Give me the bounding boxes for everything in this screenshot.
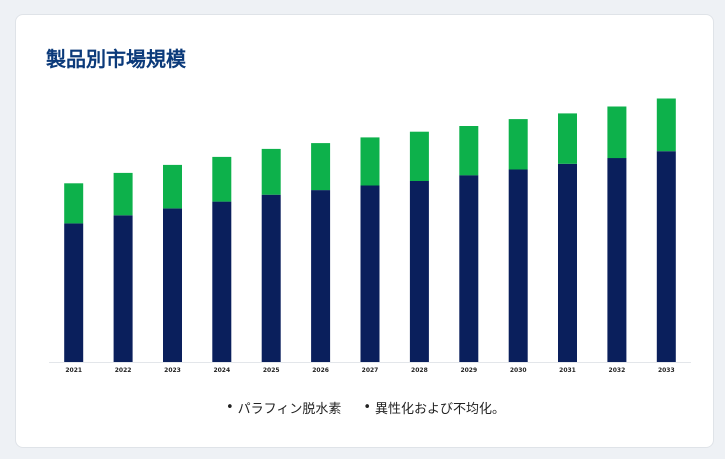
- bar-chart: 2021 2022 2023 2024 2025 2026 2027 2028 2029 2030…: [49, 98, 691, 374]
- x-tick-label-2025: 2025: [263, 367, 280, 374]
- bar-2027-series-0[interactable]: [360, 185, 380, 363]
- bar-2025-series-1[interactable]: [261, 148, 281, 195]
- legend-bullet-icon: •: [363, 400, 372, 415]
- bar-2027-series-1[interactable]: [360, 137, 380, 186]
- bar-2023-series-0[interactable]: [163, 208, 182, 363]
- bar-2032-series-0[interactable]: [607, 158, 627, 362]
- bar-2021-series-1[interactable]: [64, 183, 84, 224]
- x-tick-label-2029: 2029: [460, 367, 477, 374]
- bar-2031-series-1[interactable]: [558, 113, 577, 164]
- x-tick-label-2032: 2032: [609, 367, 626, 374]
- bar-2030-series-1[interactable]: [508, 119, 528, 170]
- x-tick-label-2027: 2027: [362, 367, 379, 374]
- bar-2033-series-0[interactable]: [656, 151, 676, 362]
- bar-2029-series-1[interactable]: [459, 126, 479, 176]
- bar-2026-series-1[interactable]: [311, 143, 331, 191]
- bar-2022-series-1[interactable]: [113, 172, 133, 216]
- bar-2022-series-0[interactable]: [113, 215, 133, 362]
- legend-label-isomerization: 異性化および不均化。: [375, 402, 506, 417]
- legend-item-paraffin[interactable]: • パラフィン脱水素: [226, 398, 341, 417]
- legend-item-isomerization[interactable]: • 異性化および不均化。: [363, 398, 505, 417]
- bar-2024-series-0[interactable]: [212, 201, 232, 362]
- chart-title: 製品別市場規模: [46, 47, 186, 71]
- x-tick-label-2031: 2031: [559, 367, 576, 374]
- x-tick-label-2033: 2033: [658, 367, 675, 374]
- bar-2024-series-1[interactable]: [212, 156, 232, 202]
- x-tick-label-2024: 2024: [213, 367, 230, 374]
- x-tick-label-2023: 2023: [164, 367, 181, 374]
- bar-2026-series-0[interactable]: [311, 190, 331, 362]
- bar-2025-series-0[interactable]: [261, 194, 281, 362]
- bar-2030-series-0[interactable]: [508, 169, 528, 363]
- bar-2033-series-1[interactable]: [656, 98, 676, 152]
- legend-bullet-icon: •: [225, 400, 234, 415]
- bar-2029-series-0[interactable]: [459, 175, 479, 362]
- bar-2028-series-1[interactable]: [409, 131, 429, 181]
- chart-card: 製品別市場規模 2021 2022 2023 2024 2025 2026 2027 2028…: [15, 14, 714, 448]
- chart-legend: • パラフィン脱水素 • 異性化および不均化。: [16, 398, 715, 417]
- bar-2031-series-0[interactable]: [558, 163, 577, 362]
- bar-2032-series-1[interactable]: [607, 106, 627, 159]
- x-tick-label-2028: 2028: [411, 367, 428, 374]
- bar-2028-series-0[interactable]: [409, 181, 429, 362]
- x-tick-label-2030: 2030: [510, 367, 527, 374]
- x-tick-label-2021: 2021: [65, 367, 82, 374]
- bar-2023-series-1[interactable]: [163, 164, 182, 209]
- legend-label-paraffin: パラフィン脱水素: [237, 402, 342, 417]
- bar-2021-series-0[interactable]: [64, 223, 84, 362]
- x-tick-label-2022: 2022: [115, 367, 132, 374]
- x-tick-label-2026: 2026: [312, 367, 329, 374]
